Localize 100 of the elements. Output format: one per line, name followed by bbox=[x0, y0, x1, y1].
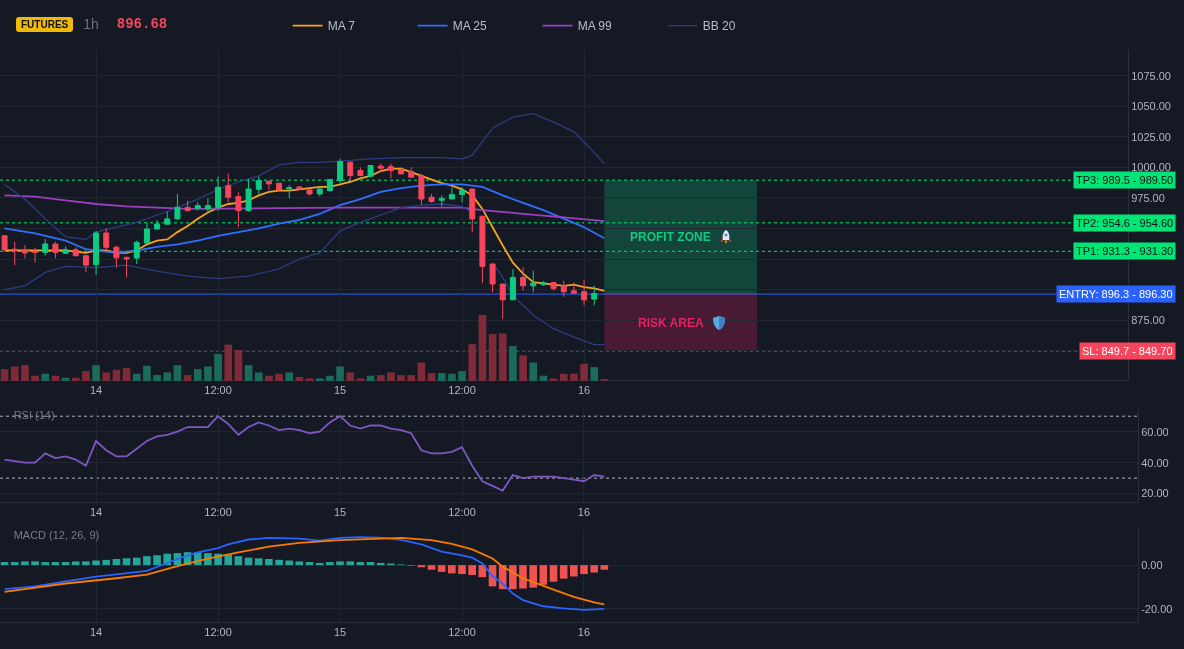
bar bbox=[275, 559, 283, 566]
candlestick bbox=[265, 180, 272, 191]
bar bbox=[275, 373, 283, 381]
candlestick bbox=[21, 244, 28, 259]
candlestick bbox=[174, 193, 181, 221]
x-tick-label: 12:00 bbox=[204, 506, 232, 519]
bar bbox=[254, 558, 263, 566]
legend-label: BB 20 bbox=[702, 19, 736, 34]
bar bbox=[549, 378, 558, 381]
candlestick bbox=[581, 279, 588, 306]
band-label: RISK AREA bbox=[638, 316, 704, 330]
bar bbox=[376, 375, 385, 381]
x-tick-label: 14 bbox=[89, 384, 103, 397]
bar bbox=[427, 373, 436, 381]
band-label: PROFIT ZONE bbox=[630, 230, 711, 244]
candlestick bbox=[337, 158, 344, 184]
candlestick bbox=[489, 263, 496, 293]
candlestick bbox=[225, 172, 232, 203]
bar bbox=[468, 344, 477, 381]
candlestick bbox=[82, 254, 89, 273]
bar bbox=[326, 375, 334, 381]
bar bbox=[458, 371, 466, 381]
candlestick bbox=[133, 240, 140, 265]
bar bbox=[437, 565, 446, 572]
candlestick bbox=[1, 234, 8, 253]
x-tick-label: 14 bbox=[89, 506, 103, 519]
candlestick bbox=[194, 201, 201, 212]
y-tick-label: 1000.00 bbox=[1131, 161, 1171, 174]
bar bbox=[488, 334, 497, 381]
candlestick bbox=[540, 280, 547, 287]
candlestick bbox=[204, 197, 211, 214]
bar bbox=[82, 371, 90, 381]
candlestick bbox=[62, 245, 69, 255]
candlestick bbox=[357, 166, 364, 177]
bar bbox=[529, 362, 538, 381]
bar bbox=[21, 561, 29, 566]
bar bbox=[21, 365, 29, 381]
text: 896.68 bbox=[116, 16, 168, 32]
bar bbox=[519, 355, 527, 381]
y-tick-label: 1025.00 bbox=[1131, 130, 1171, 143]
bar bbox=[244, 365, 253, 381]
candlestick bbox=[245, 178, 252, 213]
candlestick bbox=[215, 176, 222, 212]
bar bbox=[315, 378, 324, 381]
x-tick-label: 15 bbox=[333, 626, 347, 639]
y-tick-label: 60.00 bbox=[1141, 425, 1169, 438]
x-tick-label: 12:00 bbox=[448, 384, 476, 397]
x-tick-label: 16 bbox=[577, 626, 591, 639]
bar bbox=[153, 375, 161, 381]
chart-title: RSI (14) bbox=[13, 408, 55, 421]
bar bbox=[580, 363, 588, 381]
bar bbox=[31, 561, 39, 566]
bar bbox=[295, 561, 304, 566]
bar bbox=[82, 561, 90, 566]
legend-label: MA 25 bbox=[452, 19, 487, 34]
bar bbox=[509, 346, 517, 381]
candlestick bbox=[591, 285, 598, 306]
bar bbox=[132, 373, 141, 381]
candlestick bbox=[326, 179, 333, 193]
bar bbox=[71, 561, 80, 566]
bar bbox=[122, 558, 131, 566]
legend-label: MA 99 bbox=[577, 19, 612, 34]
candlestick bbox=[103, 227, 110, 250]
bar bbox=[559, 373, 568, 381]
candlestick bbox=[347, 160, 354, 182]
candlestick bbox=[398, 166, 405, 175]
bar bbox=[590, 367, 599, 381]
bar bbox=[600, 565, 609, 570]
bar bbox=[590, 565, 598, 573]
line-series bbox=[3, 167, 606, 292]
candlestick bbox=[52, 241, 59, 259]
bar bbox=[407, 375, 416, 381]
ref-line-label: ENTRY: 896.3 - 896.30 bbox=[1059, 288, 1173, 300]
ref-line-label: TP2: 954.6 - 954.60 bbox=[1076, 217, 1174, 229]
candlestick bbox=[428, 193, 435, 204]
bar bbox=[265, 558, 273, 566]
x-tick-label: 12:00 bbox=[204, 384, 232, 397]
bar bbox=[143, 365, 151, 381]
candlestick bbox=[42, 238, 49, 257]
bar bbox=[397, 375, 405, 381]
bar bbox=[559, 565, 568, 579]
bar bbox=[427, 565, 436, 570]
candlestick bbox=[367, 164, 374, 178]
bar bbox=[539, 565, 548, 585]
bar bbox=[315, 562, 324, 566]
bar bbox=[387, 372, 395, 381]
candlestick bbox=[459, 186, 466, 203]
bar bbox=[580, 565, 588, 575]
candlestick bbox=[438, 195, 445, 207]
text: 1h bbox=[83, 16, 99, 32]
bar bbox=[234, 349, 243, 381]
bar bbox=[41, 373, 50, 381]
bar bbox=[10, 562, 19, 566]
bar bbox=[0, 562, 9, 566]
candlestick bbox=[448, 186, 455, 200]
bar bbox=[478, 315, 487, 381]
candlestick bbox=[499, 283, 506, 320]
bar bbox=[529, 565, 537, 588]
bar bbox=[295, 377, 304, 381]
y-tick-label: 0.00 bbox=[1141, 558, 1163, 571]
